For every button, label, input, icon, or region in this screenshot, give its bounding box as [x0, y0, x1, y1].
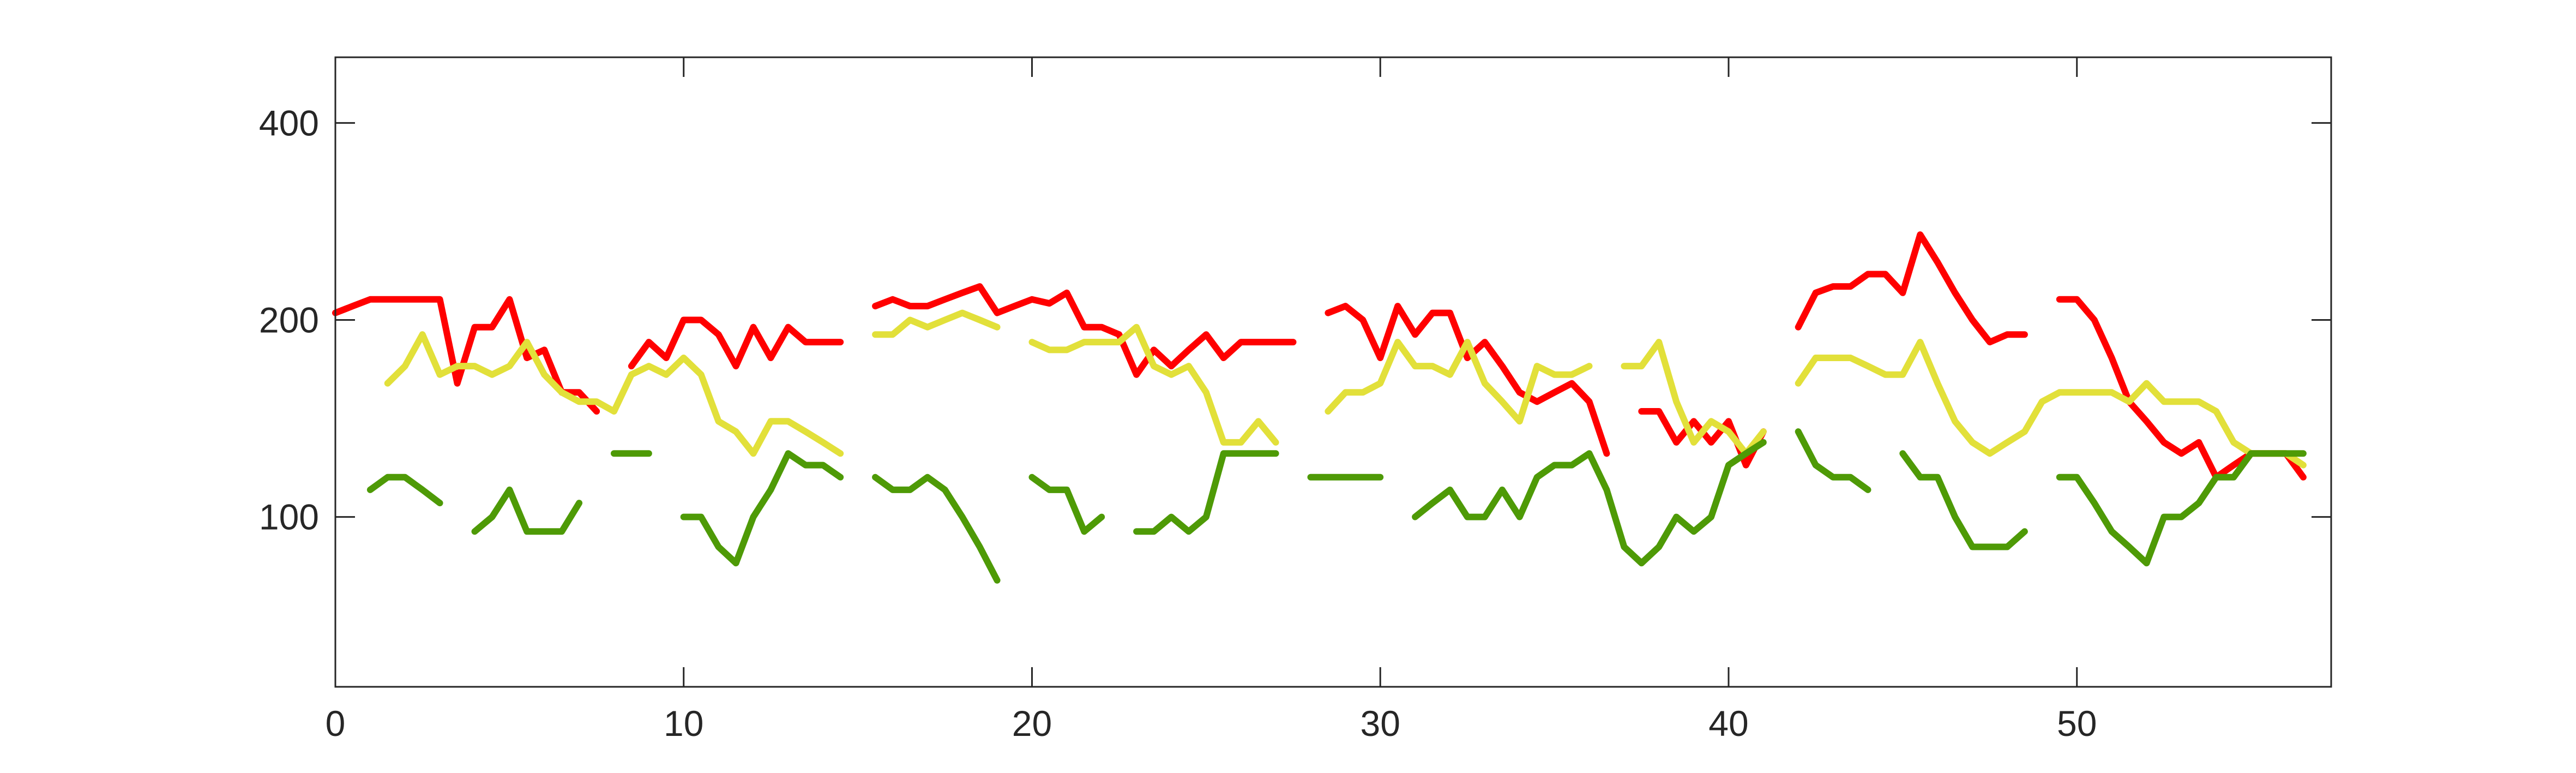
y-tick-label: 200: [259, 299, 319, 340]
data-line: [1325, 303, 1610, 457]
data-line: [471, 486, 583, 535]
x-tick-label: 50: [2057, 703, 2097, 744]
x-tick-label: 0: [326, 703, 346, 744]
data-line: [872, 474, 1001, 584]
plot-frame: [334, 56, 2332, 688]
data-line: [1133, 450, 1279, 535]
data-line: [872, 309, 1001, 338]
data-line: [384, 331, 844, 457]
y-tick-label: 100: [259, 497, 319, 537]
data-line: [1795, 339, 2307, 469]
data-line: [1325, 339, 1593, 425]
data-line: [1621, 339, 1767, 457]
data-line: [1899, 450, 2028, 550]
x-tick-label: 30: [1361, 703, 1400, 744]
data-line: [1412, 439, 1767, 567]
x-tick-label: 20: [1012, 703, 1052, 744]
x-tick-label: 40: [1708, 703, 1748, 744]
data-line: [2056, 450, 2307, 567]
data-line: [1028, 474, 1105, 535]
data-line: [872, 283, 1297, 378]
data-line: [1795, 428, 1871, 493]
y-tick-label: 400: [259, 103, 319, 143]
data-line: [680, 450, 844, 567]
data-line: [628, 316, 844, 370]
data-line: [1795, 231, 2028, 346]
data-line: [366, 474, 443, 507]
x-tick-label: 10: [664, 703, 703, 744]
data-line: [1028, 323, 1279, 446]
data-line: [332, 296, 600, 415]
